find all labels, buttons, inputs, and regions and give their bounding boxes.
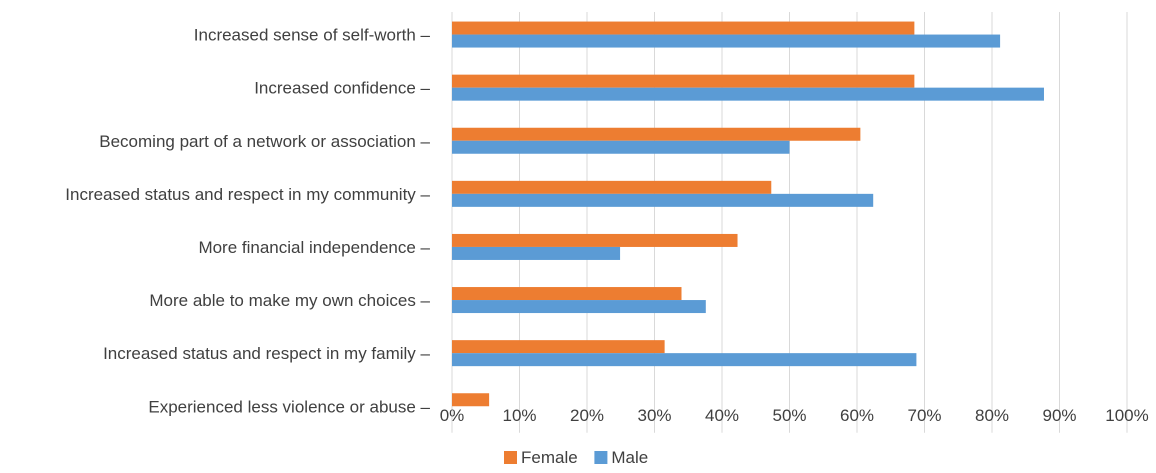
bar-male xyxy=(452,87,1044,101)
category-label: Increased status and respect in my commu… xyxy=(65,185,430,204)
bar-female xyxy=(452,393,490,407)
x-axis-ticks: 0% 10% 20% 30% 40% 50% 60% 70% 80% 90% 100% xyxy=(440,406,1149,425)
category-label: Increased confidence – xyxy=(254,79,430,98)
bar-male xyxy=(452,193,874,207)
bar-female xyxy=(452,233,738,247)
bar-male xyxy=(452,34,1001,48)
legend-label-female: Female xyxy=(521,448,578,467)
category-label: Experienced less violence or abuse – xyxy=(148,397,430,416)
bar-female xyxy=(452,340,665,354)
legend-swatch-male xyxy=(594,451,608,464)
x-tick-label: 60% xyxy=(840,406,874,425)
legend: Female Male xyxy=(504,448,648,467)
bar-female xyxy=(452,74,915,88)
x-tick-label: 70% xyxy=(907,406,941,425)
bar-male xyxy=(452,140,790,154)
x-tick-label: 0% xyxy=(440,406,465,425)
x-tick-label: 10% xyxy=(502,406,536,425)
category-label: Increased status and respect in my famil… xyxy=(103,344,430,363)
category-label: Becoming part of a network or associatio… xyxy=(99,132,430,151)
x-tick-label: 20% xyxy=(570,406,604,425)
x-tick-label: 100% xyxy=(1105,406,1148,425)
category-label: More able to make my own choices – xyxy=(149,291,430,310)
category-label: Increased sense of self-worth – xyxy=(194,26,431,45)
bar-female xyxy=(452,21,915,35)
category-labels: Increased sense of self-worth – Increased… xyxy=(65,26,430,417)
legend-label-male: Male xyxy=(611,448,648,467)
x-tick-label: 90% xyxy=(1042,406,1076,425)
legend-swatch-female xyxy=(504,451,517,464)
bar-male xyxy=(452,353,917,367)
x-tick-label: 40% xyxy=(705,406,739,425)
x-tick-label: 80% xyxy=(975,406,1009,425)
x-tick-label: 30% xyxy=(637,406,671,425)
bar-male xyxy=(452,246,621,260)
x-tick-label: 50% xyxy=(772,406,806,425)
bar-female xyxy=(452,180,772,194)
bars xyxy=(452,21,1044,407)
bar-female xyxy=(452,127,861,141)
bar-female xyxy=(452,287,682,301)
category-label: More financial independence – xyxy=(198,238,430,257)
bar-male xyxy=(452,300,706,314)
